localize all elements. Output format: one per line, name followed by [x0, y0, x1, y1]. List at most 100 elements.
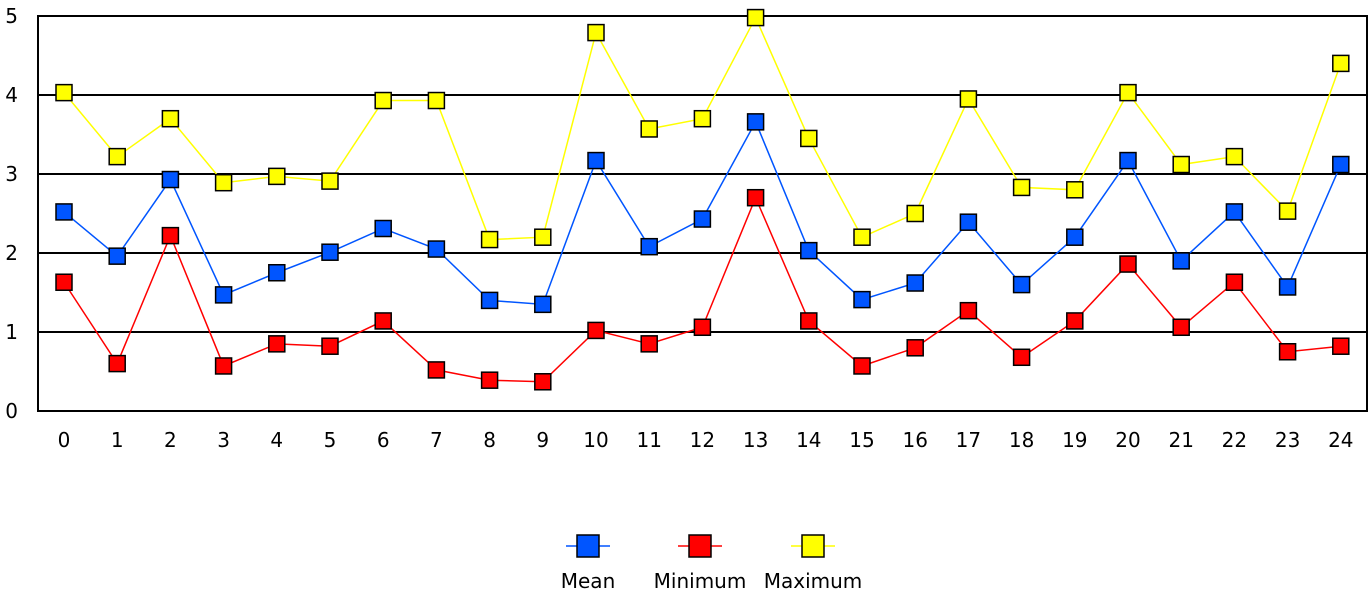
data-point-minimum [374, 312, 392, 330]
data-point-maximum [693, 109, 712, 128]
data-point-mean [427, 240, 446, 258]
data-point-minimum [480, 371, 499, 389]
data-point-minimum [1012, 348, 1031, 367]
data-point-maximum [1332, 54, 1350, 73]
x-tick-label: 11 [636, 428, 661, 452]
data-point-minimum [640, 335, 658, 353]
data-point-mean [587, 151, 605, 170]
plot-frame [37, 15, 1368, 412]
data-point-minimum [1119, 255, 1137, 273]
x-tick-label: 21 [1168, 428, 1193, 452]
legend-marker [576, 534, 600, 558]
data-point-minimum [427, 361, 446, 379]
data-point-maximum [214, 173, 233, 192]
series-line-maximum [63, 15, 1342, 241]
data-point-minimum [1066, 312, 1084, 330]
x-tick-label: 1 [111, 428, 124, 452]
data-point-minimum [214, 357, 233, 375]
x-tick-label: 15 [849, 428, 874, 452]
x-tick-label: 14 [796, 428, 821, 452]
data-point-mean [1278, 278, 1297, 296]
legend-label: Maximum [764, 569, 863, 593]
data-point-mean [374, 219, 392, 238]
x-tick-label: 22 [1222, 428, 1247, 452]
data-point-mean [800, 241, 818, 260]
data-point-maximum [746, 8, 765, 27]
data-point-minimum [853, 357, 871, 375]
data-point-mean [55, 203, 73, 221]
legend: Mean Minimum Maximum [561, 534, 863, 593]
data-point-maximum [853, 228, 871, 246]
data-point-mean [1225, 203, 1244, 221]
data-point-mean [1012, 275, 1031, 294]
data-point-minimum [268, 335, 286, 353]
data-point-maximum [1172, 155, 1190, 174]
data-point-mean [480, 291, 499, 310]
data-point-minimum [693, 318, 712, 337]
data-point-minimum [1332, 337, 1350, 355]
x-tick-label: 5 [324, 428, 337, 452]
data-point-minimum [746, 188, 765, 207]
data-point-mean [108, 247, 126, 265]
x-tick-label: 18 [1009, 428, 1034, 452]
y-tick-label: 5 [5, 4, 18, 28]
legend-label: Minimum [654, 569, 747, 593]
x-tick-label: 6 [377, 428, 390, 452]
data-point-maximum [800, 129, 818, 148]
data-point-minimum [906, 339, 924, 357]
data-point-mean [321, 243, 339, 261]
x-tick-label: 17 [956, 428, 981, 452]
x-tick-label: 10 [583, 428, 608, 452]
data-point-minimum [1278, 343, 1297, 361]
x-tick-label: 0 [58, 428, 71, 452]
data-point-maximum [321, 172, 339, 190]
data-point-mean [268, 264, 286, 282]
x-tick-label: 20 [1115, 428, 1140, 452]
data-point-mean [746, 113, 765, 131]
x-tick-label: 24 [1328, 428, 1353, 452]
legend-label: Mean [561, 569, 616, 593]
data-point-minimum [534, 373, 552, 391]
data-point-minimum [800, 312, 818, 330]
data-point-maximum [1119, 83, 1137, 102]
data-point-minimum [55, 273, 73, 291]
data-point-maximum [374, 91, 392, 110]
x-tick-label: 3 [217, 428, 230, 452]
data-point-maximum [587, 23, 605, 42]
series-layer [55, 8, 1350, 391]
data-point-maximum [1225, 147, 1244, 166]
x-tick-label: 2 [164, 428, 177, 452]
y-tick-label: 0 [5, 399, 18, 423]
data-point-mean [214, 286, 233, 304]
data-point-minimum [587, 321, 605, 340]
data-point-maximum [959, 90, 978, 108]
data-point-mean [1066, 228, 1084, 246]
legend-marker [801, 534, 825, 558]
y-tick-label: 4 [5, 83, 18, 107]
data-point-mean [161, 170, 180, 189]
data-point-mean [1332, 155, 1350, 174]
data-point-mean [1119, 151, 1137, 170]
data-point-minimum [321, 337, 339, 355]
data-point-maximum [268, 167, 286, 186]
x-tick-label: 16 [902, 428, 927, 452]
x-tick-label: 19 [1062, 428, 1087, 452]
data-point-minimum [1225, 273, 1244, 291]
data-point-maximum [161, 109, 180, 128]
x-tick-label: 8 [483, 428, 496, 452]
x-tick-label: 23 [1275, 428, 1300, 452]
x-tick-label: 4 [270, 428, 283, 452]
y-tick-label: 1 [5, 320, 18, 344]
data-point-maximum [534, 228, 552, 246]
data-point-maximum [1066, 181, 1084, 199]
data-point-mean [693, 210, 712, 228]
x-tick-label: 13 [743, 428, 768, 452]
x-tick-label: 7 [430, 428, 443, 452]
data-point-maximum [55, 83, 73, 102]
data-point-maximum [108, 147, 126, 166]
data-point-maximum [906, 204, 924, 223]
x-tick-label: 12 [690, 428, 715, 452]
